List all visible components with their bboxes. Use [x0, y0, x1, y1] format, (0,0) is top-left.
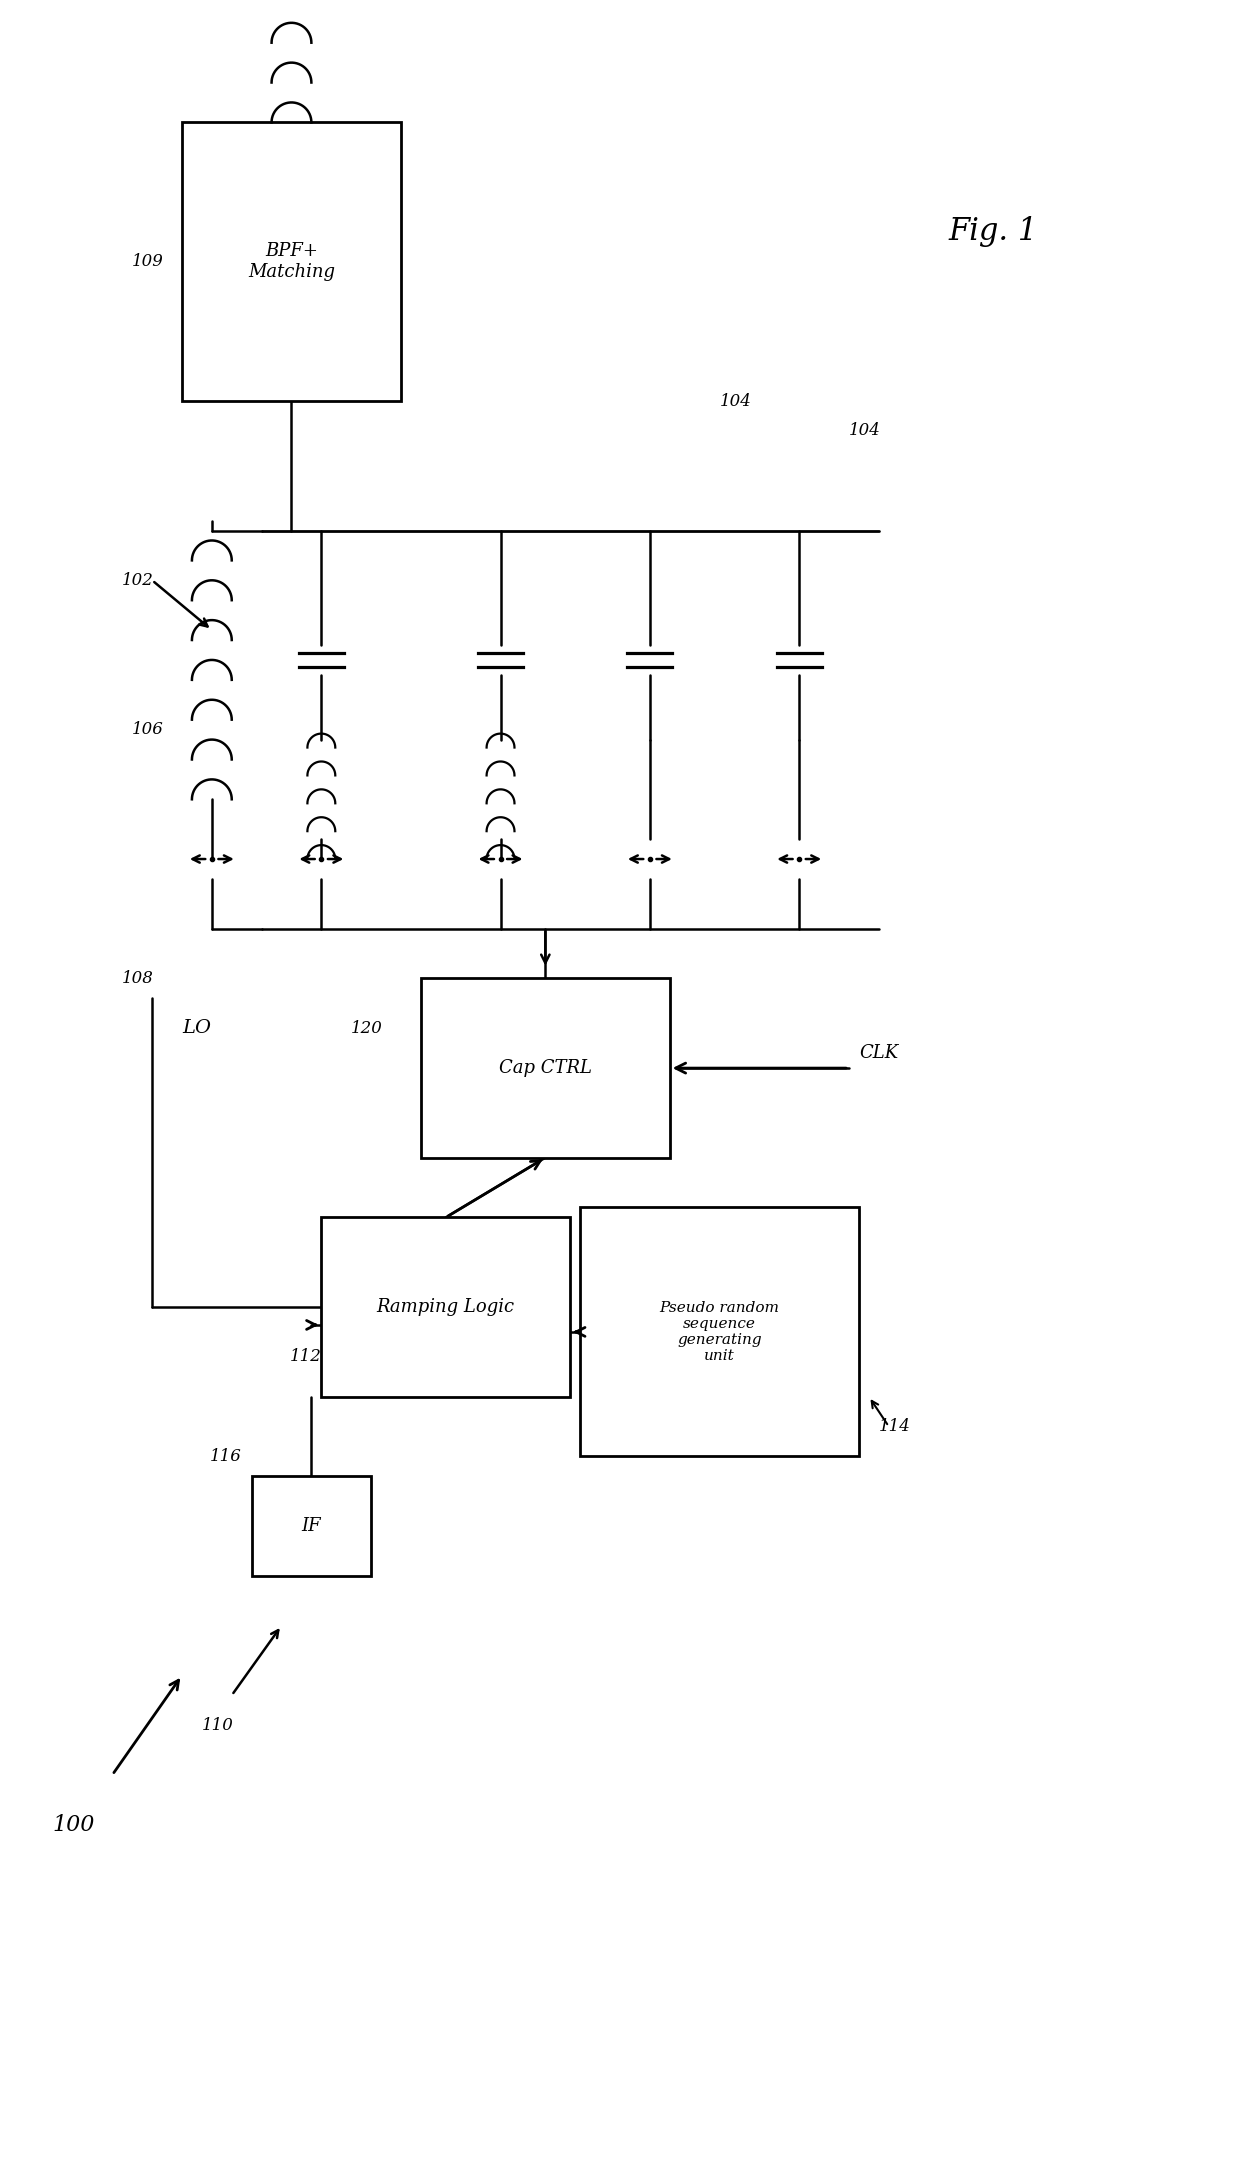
Text: LO: LO: [182, 1019, 211, 1037]
Text: Cap CTRL: Cap CTRL: [498, 1059, 591, 1078]
Text: BPF+
Matching: BPF+ Matching: [248, 242, 335, 281]
Text: IF: IF: [301, 1518, 321, 1535]
Text: 108: 108: [123, 969, 154, 987]
Text: Ramping Logic: Ramping Logic: [377, 1298, 515, 1316]
Text: 112: 112: [289, 1348, 321, 1366]
Text: 120: 120: [351, 1019, 383, 1037]
Text: 110: 110: [202, 1716, 234, 1734]
Bar: [321, 1218, 570, 1396]
Text: Pseudo random
sequence
generating
unit: Pseudo random sequence generating unit: [660, 1300, 780, 1363]
Text: Fig. 1: Fig. 1: [949, 216, 1038, 248]
Text: 102: 102: [123, 573, 154, 588]
Text: 104: 104: [719, 392, 751, 409]
Text: CLK: CLK: [859, 1043, 898, 1063]
Text: 104: 104: [849, 423, 880, 440]
Text: 116: 116: [210, 1448, 242, 1466]
Bar: [580, 1207, 859, 1457]
Bar: [182, 122, 401, 401]
Text: 109: 109: [133, 253, 164, 270]
Text: 114: 114: [879, 1418, 910, 1435]
Text: 100: 100: [52, 1814, 95, 1836]
Bar: [252, 1477, 371, 1577]
Bar: [420, 978, 670, 1159]
Text: 106: 106: [133, 721, 164, 738]
